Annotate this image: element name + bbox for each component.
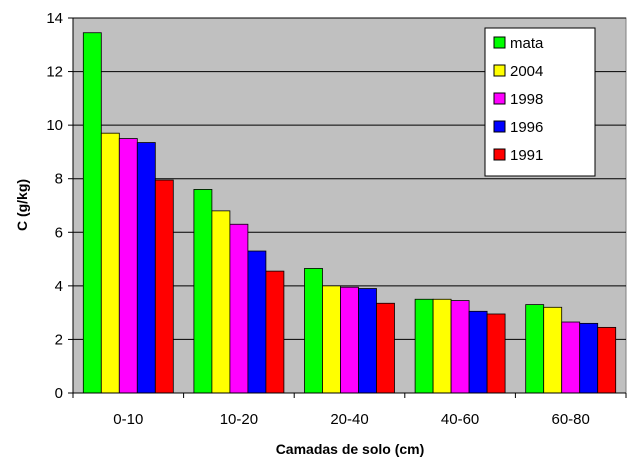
bar-2004-0-10 (100, 132, 120, 394)
bar-1996-0-10 (136, 142, 156, 394)
bar-mata-20-40 (304, 268, 323, 394)
y-tick-label: 6 (55, 224, 63, 241)
bar-2004-20-40 (322, 285, 341, 394)
legend-label: 1991 (510, 147, 543, 164)
axes (68, 17, 627, 398)
bar-1998-60-80 (561, 321, 581, 394)
legend-label: mata (510, 35, 544, 52)
y-tick-label: 0 (55, 385, 63, 402)
x-tick-label: 20-40 (330, 411, 368, 428)
legend-swatch-1991 (493, 148, 506, 161)
bar-mata-0-10 (82, 32, 102, 394)
bar-1996-10-20 (247, 250, 267, 394)
bar-mata-40-60 (414, 298, 434, 394)
bar-1991-10-20 (265, 270, 285, 394)
bar-1996-20-40 (358, 288, 377, 394)
legend: mata 2004 1998 1996 1991 (484, 27, 596, 177)
y-tick-label: 10 (46, 117, 63, 134)
legend-swatch-2004 (493, 64, 506, 77)
x-tick-label: 40-60 (441, 411, 479, 428)
bar-2004-10-20 (211, 210, 231, 394)
bar-1996-60-80 (579, 322, 599, 394)
bar-1991-0-10 (154, 179, 174, 394)
x-tick-label: 60-80 (552, 411, 590, 428)
bar-1998-0-10 (118, 138, 138, 394)
y-axis-title: C (g/kg) (14, 179, 30, 231)
x-axis-title: Camadas de solo (cm) (276, 441, 425, 457)
x-tick-label: 0-10 (113, 411, 143, 428)
y-tick-label: 2 (55, 331, 63, 348)
legend-swatch-1998 (493, 92, 506, 105)
bar-1991-60-80 (597, 326, 617, 394)
bar-1991-20-40 (376, 302, 395, 394)
y-tick-labels: 0 2 4 6 8 10 12 14 (46, 10, 63, 402)
bar-1996-40-60 (468, 310, 488, 394)
legend-swatch-1996 (493, 120, 506, 133)
legend-label: 1996 (510, 119, 543, 136)
bar-1991-40-60 (486, 313, 506, 394)
bars (82, 32, 617, 394)
y-tick-label: 12 (46, 64, 63, 81)
bar-1998-20-40 (340, 286, 359, 394)
x-tick-label: 10-20 (220, 411, 258, 428)
legend-label: 1998 (510, 91, 543, 108)
bar-1998-40-60 (450, 300, 470, 394)
x-tick-labels: 0-10 10-20 20-40 40-60 60-80 (113, 411, 590, 428)
y-tick-label: 8 (55, 171, 63, 188)
legend-label: 2004 (510, 63, 543, 80)
bar-mata-10-20 (193, 189, 213, 394)
legend-swatch-mata (493, 36, 506, 49)
bar-mata-60-80 (525, 304, 545, 394)
bar-2004-60-80 (543, 306, 563, 394)
bar-2004-40-60 (432, 298, 452, 394)
y-tick-label: 14 (46, 10, 63, 27)
bar-1998-10-20 (229, 223, 249, 394)
y-tick-label: 4 (55, 278, 63, 295)
